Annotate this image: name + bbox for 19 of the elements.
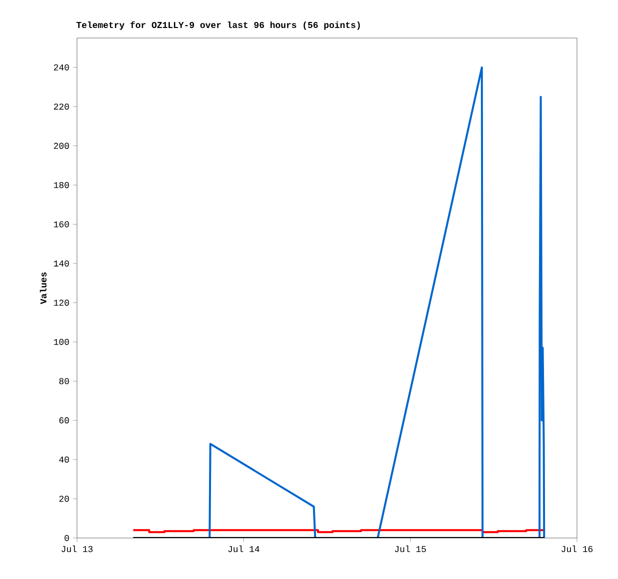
y-tick-label: 80 <box>59 378 69 384</box>
y-tick-label: 60 <box>59 417 69 424</box>
x-tick-label: Jul 13 <box>62 546 93 552</box>
y-axis-title: Values <box>40 272 47 304</box>
x-tick-label: Jul 14 <box>228 546 260 552</box>
y-tick-label: 100 <box>54 338 69 345</box>
x-tick-label: Jul 16 <box>562 546 593 552</box>
y-tick-label: 20 <box>59 496 69 502</box>
y-tick-label: 120 <box>54 300 69 306</box>
y-tick-label: 0 <box>64 534 69 542</box>
y-tick-label: 200 <box>54 142 69 149</box>
x-tick-label: Jul 15 <box>394 546 426 552</box>
y-tick-label: 40 <box>59 456 69 463</box>
y-tick-label: 160 <box>54 221 69 228</box>
y-tick-label: 140 <box>54 260 69 267</box>
y-tick-label: 240 <box>54 64 69 70</box>
chart-title: Telemetry for OZ1LLY-9 over last 96 hours (56 points) <box>76 21 360 30</box>
y-tick-label: 220 <box>54 104 69 110</box>
y-tick-label: 180 <box>54 182 69 188</box>
